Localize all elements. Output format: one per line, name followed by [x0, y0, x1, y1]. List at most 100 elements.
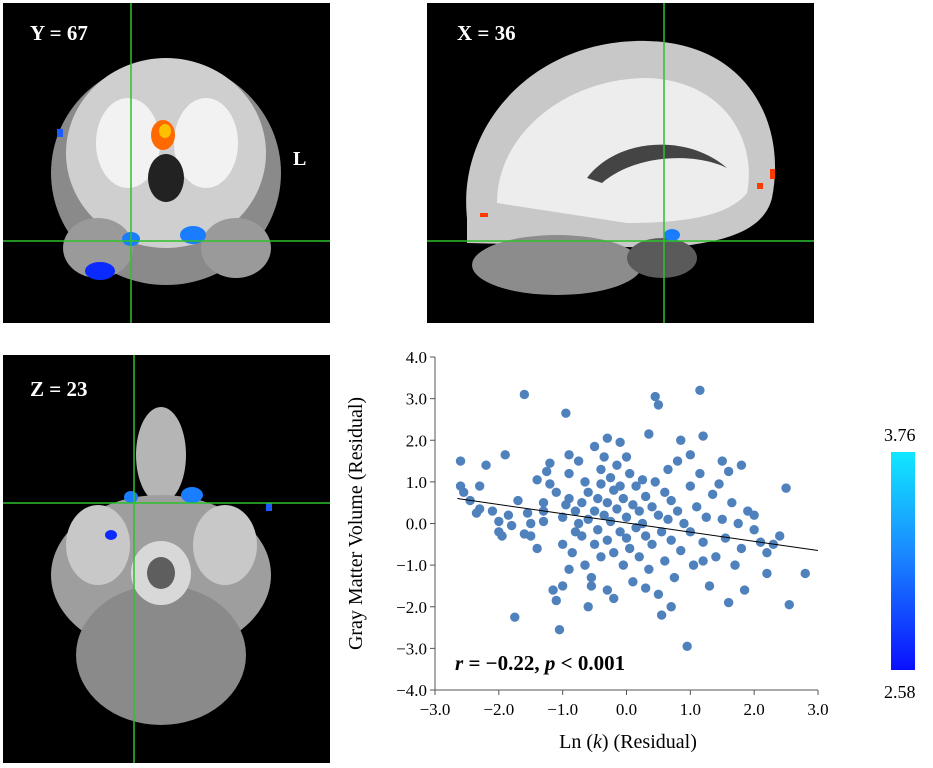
scatter-point — [593, 525, 603, 535]
annotation-p-value: < 0.001 — [555, 651, 625, 675]
scatter-point — [564, 468, 574, 479]
scatter-point — [762, 568, 772, 579]
scatter-point — [739, 585, 750, 595]
x-tick-label: 1.0 — [680, 700, 701, 719]
x-tick-label: −3.0 — [420, 700, 451, 719]
scatter-point — [704, 581, 715, 591]
scatter-point — [455, 456, 466, 466]
scatter-point — [663, 514, 673, 525]
scatter-point — [586, 572, 597, 583]
scatter-point — [656, 527, 667, 537]
scatter-point — [573, 518, 584, 529]
scatter-point — [497, 531, 507, 541]
scatter-point — [487, 506, 498, 516]
scatter-point — [644, 564, 654, 574]
scatter-point — [666, 602, 676, 612]
scatter-point — [615, 527, 625, 537]
scatter-point — [749, 525, 759, 535]
sagittal-brain-image — [427, 3, 814, 323]
scatter-point — [618, 560, 629, 570]
scatter-point — [749, 510, 759, 520]
scatter-point — [695, 468, 705, 479]
scatter-point — [723, 466, 734, 477]
scatter-point — [720, 533, 731, 543]
x-axis-label: Ln (k) (Residual) — [559, 731, 697, 753]
scatter-point — [583, 487, 593, 497]
scatter-point — [688, 560, 699, 570]
scatter-point — [621, 452, 632, 462]
scatter-point — [628, 500, 638, 510]
scatter-point — [538, 516, 549, 527]
scatter-point — [526, 518, 536, 529]
scatter-point — [707, 489, 718, 500]
scatter-point — [698, 556, 708, 566]
left-hemisphere-label: L — [293, 148, 307, 170]
y-tick-label: 2.0 — [406, 431, 427, 450]
scatter-point — [685, 481, 696, 491]
scatter-point — [621, 533, 632, 543]
axial-slice-panel: Z = 23 — [3, 355, 330, 763]
scatter-point — [637, 518, 648, 529]
scatter-point — [609, 593, 619, 604]
scatter-point — [736, 460, 747, 470]
scatter-chart: 4.03.02.01.00.0−1.0−2.0−3.0−4.0−3.0 −2.0−… — [345, 348, 829, 753]
scatter-point — [621, 512, 632, 522]
scatter-point — [676, 545, 686, 556]
scatter-point — [602, 535, 613, 545]
scatter-point — [663, 464, 673, 475]
scatter-point — [628, 577, 638, 587]
scatter-point — [781, 483, 791, 493]
scatter-point — [589, 539, 600, 550]
scatter-point — [736, 543, 747, 554]
scatter-point — [605, 516, 616, 527]
scatter-point — [567, 547, 577, 558]
scatter-point — [624, 543, 635, 554]
scatter-point — [545, 458, 555, 468]
scatter-point — [672, 506, 683, 516]
scatter-point — [612, 460, 622, 470]
scatter-point — [605, 473, 616, 483]
scatter-point — [656, 610, 667, 620]
scatter-point — [583, 514, 593, 525]
scatter-point — [532, 543, 542, 554]
sagittal-slice-panel: X = 36 — [427, 3, 814, 323]
scatter-point — [660, 556, 670, 566]
scatter-point — [596, 479, 606, 489]
y-tick-label: −2.0 — [396, 598, 427, 617]
coronal-slice-label: Y = 67 — [30, 21, 88, 45]
y-tick-label: 4.0 — [406, 348, 427, 367]
y-tick-label: −1.0 — [396, 556, 427, 575]
x-tick-label: 0.0 — [616, 700, 637, 719]
scatter-point — [615, 437, 625, 448]
scatter-point — [519, 389, 530, 400]
scatter-point — [503, 510, 514, 520]
scatter-point — [561, 408, 571, 418]
regression-line — [457, 498, 819, 552]
x-axis-label-var: k — [593, 731, 603, 753]
scatter-point — [519, 529, 530, 539]
scatter-point — [650, 477, 660, 487]
chart-fit-line — [457, 498, 819, 552]
scatter-point — [570, 506, 581, 516]
scatter-point — [800, 568, 810, 579]
scatter-point — [612, 504, 622, 514]
scatter-point — [685, 450, 696, 460]
scatter-point — [589, 441, 600, 452]
scatter-point — [609, 547, 619, 558]
scatter-point — [666, 495, 676, 506]
scatter-point — [589, 506, 600, 516]
scatter-point — [775, 531, 785, 541]
scatter-point — [672, 456, 683, 466]
scatter-point — [634, 506, 644, 516]
scatter-point — [637, 475, 648, 485]
scatter-point — [557, 512, 568, 522]
scatter-point — [618, 493, 629, 504]
scatter-point — [564, 493, 574, 504]
scatter-point — [548, 585, 558, 595]
scatter-point — [762, 547, 772, 558]
scatter-point — [653, 589, 664, 599]
scatter-point — [593, 493, 603, 504]
scatter-point — [596, 552, 606, 562]
scatter-point — [545, 479, 555, 489]
colorbar-min-label: 2.58 — [884, 682, 916, 702]
